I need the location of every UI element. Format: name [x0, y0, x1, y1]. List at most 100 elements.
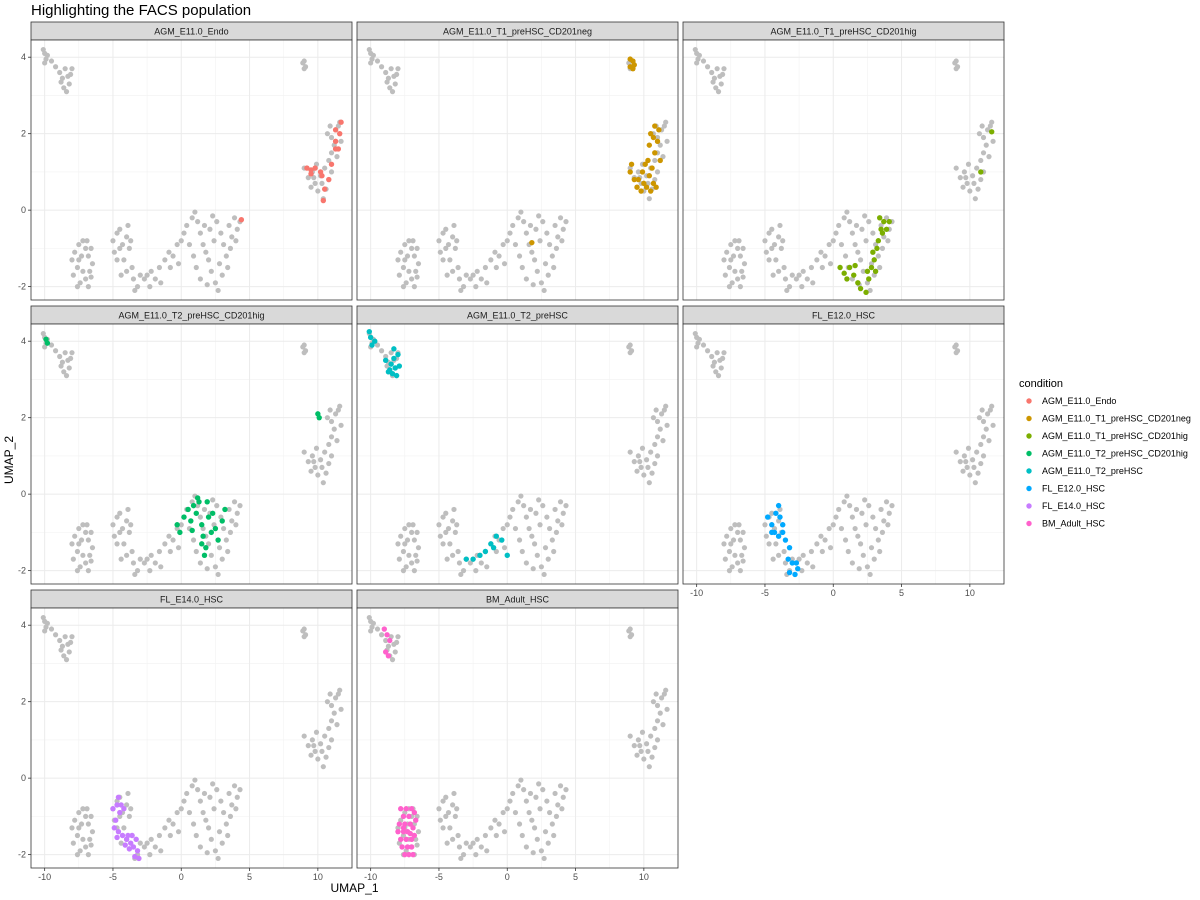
background-point — [631, 743, 637, 749]
highlight-point — [652, 123, 658, 129]
background-point — [983, 142, 989, 148]
background-point — [718, 365, 724, 371]
background-point — [553, 813, 560, 819]
background-point — [137, 840, 143, 846]
background-point — [534, 268, 540, 274]
background-point — [436, 522, 442, 528]
background-point — [392, 81, 398, 87]
background-point — [866, 219, 872, 225]
background-point — [627, 350, 633, 356]
highlight-point — [396, 821, 403, 827]
background-point — [184, 222, 190, 229]
background-point — [711, 359, 718, 365]
background-point — [322, 733, 328, 739]
highlight-point — [219, 518, 225, 524]
background-point — [799, 284, 805, 290]
background-point — [645, 464, 651, 470]
background-point — [301, 634, 307, 640]
background-point — [504, 522, 510, 528]
background-point — [974, 165, 980, 171]
background-point — [156, 548, 162, 555]
background-point — [207, 226, 213, 232]
background-point — [732, 268, 738, 274]
background-point — [957, 459, 963, 465]
background-point — [394, 639, 400, 646]
background-point — [147, 852, 153, 858]
background-point — [338, 138, 344, 144]
x-tick-label: -5 — [109, 872, 117, 882]
highlight-point — [406, 813, 412, 820]
background-point — [451, 506, 457, 513]
background-point — [400, 264, 407, 271]
background-point — [389, 89, 396, 95]
background-point — [961, 169, 967, 175]
highlight-point — [410, 825, 416, 831]
background-point — [118, 272, 124, 278]
highlight-point — [499, 537, 505, 543]
background-point — [80, 806, 86, 812]
background-point — [976, 131, 983, 137]
background-point — [510, 506, 516, 513]
background-point — [521, 503, 527, 509]
background-point — [216, 545, 223, 551]
background-point — [162, 825, 168, 831]
background-point — [516, 821, 523, 827]
background-point — [385, 75, 392, 81]
background-point — [523, 276, 529, 282]
background-point — [661, 691, 667, 697]
background-point — [879, 245, 886, 251]
background-point — [445, 241, 452, 248]
background-point — [452, 813, 458, 819]
background-point — [63, 373, 70, 379]
background-point — [413, 552, 419, 558]
background-point — [117, 510, 123, 516]
highlight-point — [134, 848, 141, 854]
background-point — [320, 764, 326, 770]
background-point — [414, 274, 420, 280]
legend-key — [1026, 415, 1032, 422]
highlight-point — [177, 529, 183, 536]
background-point — [57, 353, 63, 360]
background-point — [721, 350, 727, 356]
background-point — [527, 506, 534, 513]
background-point — [72, 249, 78, 255]
background-point — [822, 537, 828, 543]
facet-panel: FL_E12.0_HSC -10 -5 0 5 10 — [682, 305, 1005, 598]
background-point — [965, 445, 972, 451]
background-point — [537, 238, 543, 244]
background-point — [842, 537, 849, 543]
background-point — [68, 355, 74, 362]
background-point — [553, 245, 560, 251]
highlight-point — [400, 828, 407, 835]
background-point — [652, 441, 658, 448]
highlight-point — [851, 272, 857, 278]
background-point — [231, 499, 238, 505]
background-point — [118, 556, 124, 562]
background-point — [859, 510, 865, 516]
background-point — [333, 695, 339, 701]
background-point — [638, 748, 644, 754]
background-point — [657, 142, 663, 148]
background-point — [374, 58, 381, 64]
highlight-point — [855, 280, 861, 286]
background-point — [328, 737, 335, 743]
background-point — [852, 241, 858, 248]
highlight-point — [642, 161, 648, 167]
background-point — [782, 560, 789, 566]
background-point — [85, 568, 91, 574]
background-point — [867, 571, 873, 578]
background-point — [128, 522, 134, 528]
background-point — [518, 493, 524, 499]
highlight-point — [402, 851, 408, 858]
background-point — [454, 238, 460, 244]
highlight-point — [641, 180, 647, 187]
background-point — [124, 802, 130, 808]
background-point — [403, 280, 409, 286]
background-point — [338, 706, 344, 712]
x-tick-label: 5 — [247, 872, 252, 882]
background-point — [175, 261, 182, 267]
x-tick-label: 10 — [313, 872, 323, 882]
background-point — [335, 123, 341, 129]
highlight-point — [384, 632, 390, 638]
y-tick-label: 2 — [21, 129, 26, 139]
